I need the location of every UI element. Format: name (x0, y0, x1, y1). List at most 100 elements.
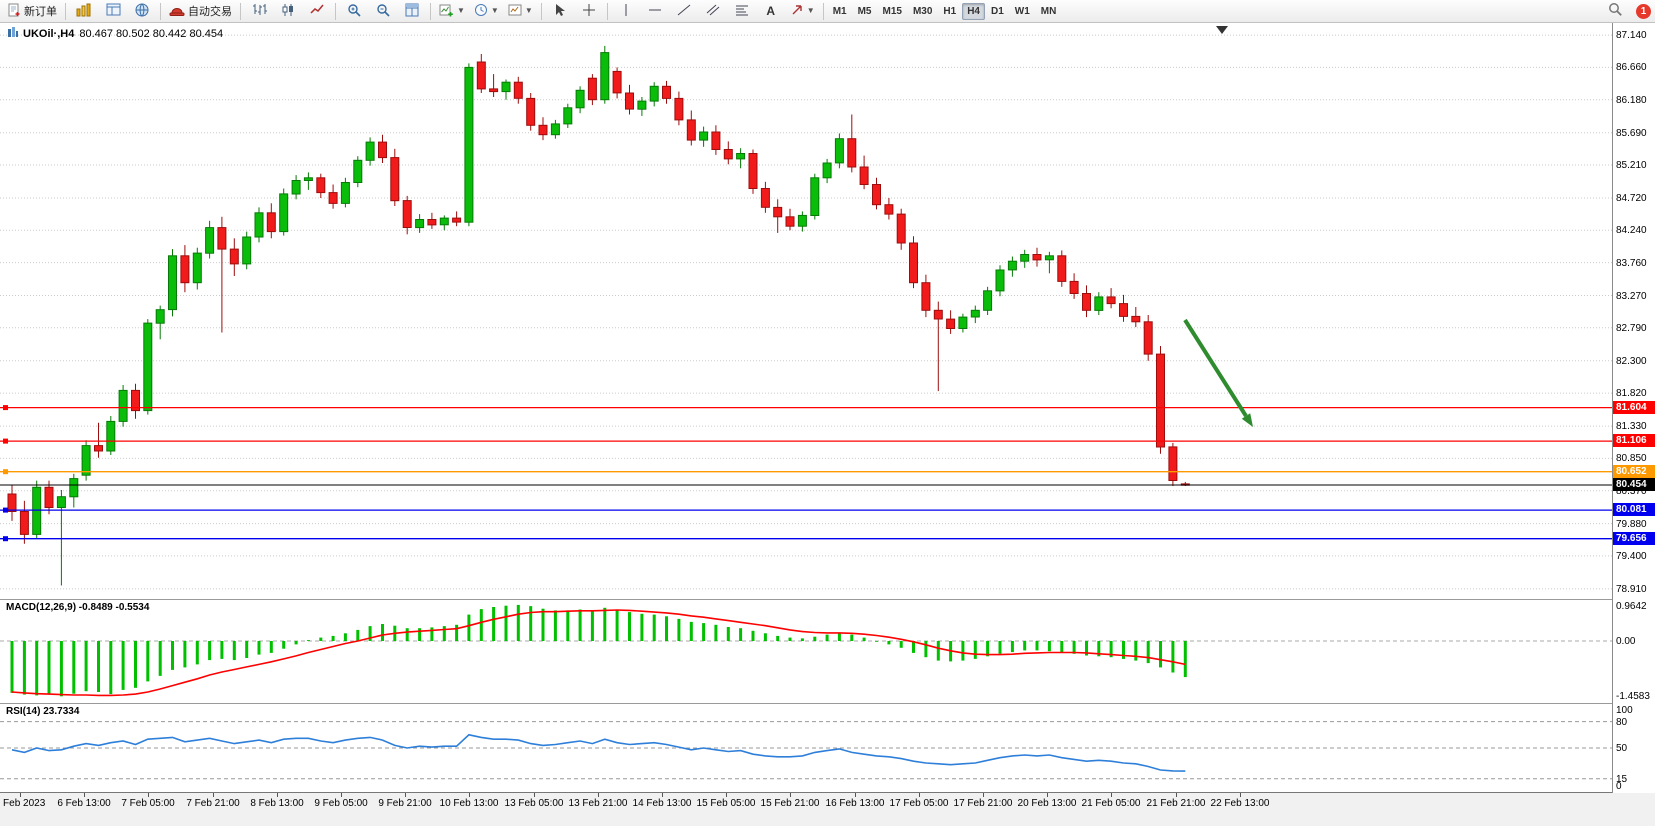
time-tick (598, 793, 599, 797)
channel-button[interactable] (699, 0, 727, 22)
chart-ohlc-values: 80.467 80.502 80.442 80.454 (79, 27, 224, 40)
time-label: 16 Feb 13:00 (825, 798, 885, 809)
trendline-button[interactable] (670, 0, 698, 22)
price-tick: 80.370 (1616, 486, 1647, 497)
price-tick: 86.180 (1616, 95, 1647, 106)
zoom-in-button[interactable] (340, 0, 368, 22)
tf-button-M15[interactable]: M15 (882, 5, 902, 17)
time-tick (405, 793, 406, 797)
macd-canvas[interactable] (0, 600, 1612, 703)
toolbar-separator (540, 2, 542, 20)
data-window-icon (106, 3, 121, 19)
tile-windows-button[interactable] (398, 0, 426, 22)
line-handle-icon[interactable] (3, 536, 8, 542)
price-tick: 78.910 (1616, 584, 1647, 595)
candlestick-chart-icon (281, 3, 295, 20)
price-axis[interactable]: 87.140 86.660 86.180 85.690 85.210 84.720 84.2… (1612, 23, 1655, 793)
line-chart-button[interactable] (303, 0, 331, 22)
time-label: 13 Feb 05:00 (504, 798, 564, 809)
zoom-out-icon (376, 3, 390, 20)
rsi-line (11, 733, 1186, 772)
text-tool-button[interactable]: A (757, 0, 785, 22)
data-window-button[interactable] (99, 0, 127, 22)
toolbar-separator (240, 2, 241, 20)
line-handle-icon[interactable] (3, 438, 8, 444)
time-label: 20 Feb 13:00 (1017, 798, 1077, 809)
crosshair-button[interactable] (575, 0, 603, 22)
price-tick: 79.880 (1616, 519, 1647, 530)
cursor-icon (554, 3, 566, 20)
time-label: 15 Feb 05:00 (696, 798, 756, 809)
fibonacci-icon (735, 3, 749, 20)
tf-button-MN[interactable]: MN (1040, 5, 1057, 17)
tf-button-M5[interactable]: M5 (857, 5, 872, 17)
time-label: 9 Feb 05:00 (314, 798, 368, 809)
time-label: 6 Feb 13:00 (57, 798, 111, 809)
cursor-button[interactable] (546, 0, 574, 22)
chart-symbol-icon (8, 27, 18, 40)
price-label-79.656: 79.656 (1613, 532, 1655, 545)
time-tick (919, 793, 920, 797)
auto-trading-button[interactable]: 自动交易 (165, 0, 236, 22)
bar-chart-button[interactable] (245, 0, 273, 22)
rsi-tick: 80 (1616, 717, 1628, 728)
time-tick (726, 793, 727, 797)
annotation-arrow[interactable] (1183, 318, 1253, 427)
dropdown-caret-icon: ▼ (457, 6, 465, 15)
time-tick (277, 793, 278, 797)
toolbar-separator (160, 2, 161, 20)
horizontal-line-button[interactable] (641, 0, 669, 22)
market-watch-button[interactable] (70, 0, 98, 22)
tf-button-H4[interactable]: H4 (962, 2, 985, 20)
price-tick: 83.760 (1616, 258, 1647, 269)
macd-tick: 0.9642 (1616, 601, 1647, 612)
arrows-tool-button[interactable]: ▼ (786, 0, 819, 22)
market-watch-icon (76, 3, 92, 20)
dropdown-caret-icon: ▼ (490, 6, 499, 15)
line-handle-icon[interactable] (3, 469, 8, 475)
tf-button-M1[interactable]: M1 (832, 5, 847, 17)
time-tick (790, 793, 791, 797)
search-icon (1608, 2, 1623, 20)
period-dropdown-button[interactable]: ▼ (470, 0, 503, 22)
rsi-canvas[interactable] (0, 704, 1612, 792)
time-label: 17 Feb 05:00 (889, 798, 949, 809)
add-indicator-button[interactable]: ▼ (435, 0, 469, 22)
toolbar: 新订单 自动交易 (0, 0, 1655, 23)
line-handle-icon[interactable] (3, 405, 8, 411)
time-label: 13 Feb 21:00 (568, 798, 628, 809)
macd-tick: -1.4583 (1616, 691, 1650, 702)
search-button[interactable] (1601, 0, 1629, 22)
candlestick-chart-button[interactable] (274, 0, 302, 22)
tf-button-M30[interactable]: M30 (912, 5, 933, 17)
rsi-tick: 0 (1616, 781, 1622, 792)
chart-header: UKOil·,H4 80.467 80.502 80.442 80.454 (8, 27, 223, 40)
tf-button-H1[interactable]: H1 (943, 5, 957, 17)
tf-button-W1[interactable]: W1 (1014, 5, 1030, 17)
bid-price-label: 80.454 (1613, 478, 1655, 491)
chart-shift-marker[interactable] (1216, 26, 1228, 34)
toolbar-separator (606, 2, 608, 20)
vertical-line-button[interactable] (612, 0, 640, 22)
vertical-line-icon (622, 3, 630, 20)
template-dropdown-button[interactable]: ▼ (504, 0, 537, 22)
price-tick: 82.790 (1616, 323, 1647, 334)
navigator-button[interactable] (128, 0, 156, 22)
time-axis[interactable]: 3 Feb 2023 6 Feb 13:00 7 Feb 05:00 7 Feb 21… (0, 793, 1655, 826)
new-order-button[interactable]: 新订单 (4, 0, 61, 22)
time-tick (341, 793, 342, 797)
line-handle-icon[interactable] (3, 507, 8, 513)
fibonacci-button[interactable] (728, 0, 756, 22)
time-label: 17 Feb 21:00 (953, 798, 1013, 809)
horizontal-line-icon (648, 5, 662, 18)
time-label: 14 Feb 13:00 (632, 798, 692, 809)
notification-badge[interactable]: 1 (1636, 3, 1651, 19)
zoom-out-button[interactable] (369, 0, 397, 22)
tf-button-D1[interactable]: D1 (991, 5, 1004, 17)
price-tick: 85.690 (1616, 128, 1647, 139)
main-chart-canvas[interactable] (0, 23, 1612, 599)
pane-splitter[interactable] (0, 599, 1655, 600)
time-label: 21 Feb 05:00 (1081, 798, 1141, 809)
pane-splitter[interactable] (0, 703, 1655, 704)
line-chart-icon (310, 3, 324, 19)
